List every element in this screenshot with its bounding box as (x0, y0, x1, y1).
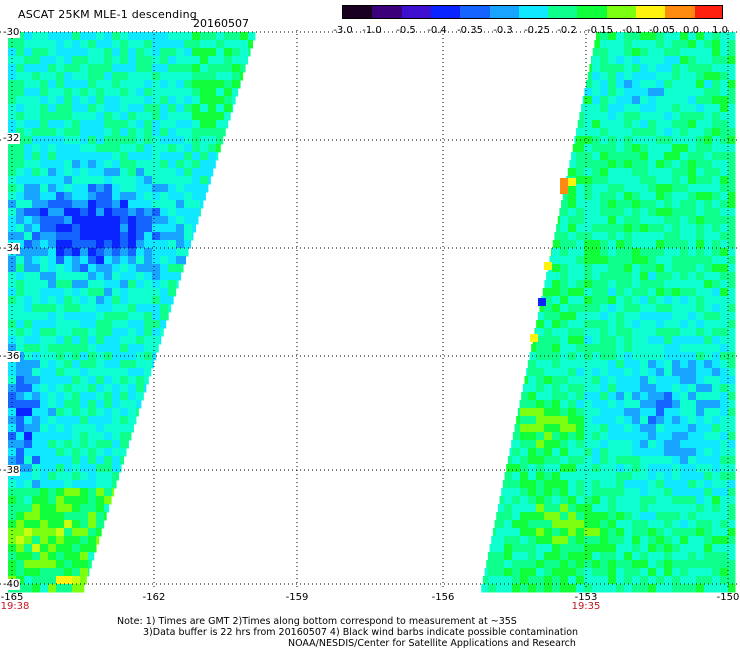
colorbar-segment (577, 6, 608, 18)
lon-label-159: -159 (285, 592, 309, 603)
lon-label-156: -156 (431, 592, 455, 603)
colorbar-label: -0.15 (587, 25, 613, 36)
colorbar-label: 0.0 (683, 25, 699, 36)
lat-label-36: -36 (2, 351, 21, 362)
lon-label-162: -162 (142, 592, 166, 603)
colorbar-label: -0.25 (524, 25, 550, 36)
lat-label-38: -38 (2, 465, 21, 476)
time-left: 19:38 (0, 601, 30, 612)
lon-label-150: -150 (716, 592, 740, 603)
colorbar-label: -0.3 (493, 25, 513, 36)
colorbar-segment (372, 6, 403, 18)
colorbar-segment (460, 6, 491, 18)
lon-label-165: -165 (0, 592, 24, 603)
lon-label-153: -153 (574, 592, 598, 603)
lat-label-40: -40 (2, 579, 21, 590)
colorbar-label: -0.05 (649, 25, 675, 36)
colorbar-label: 1.0 (712, 25, 728, 36)
note-line-3: NOAA/NESDIS/Center for Satellite Applica… (288, 638, 576, 649)
colorbar-segment (489, 6, 520, 18)
lat-label-30: -30 (2, 27, 21, 38)
lat-lon-grid (0, 30, 740, 590)
colorbar-segment (343, 6, 373, 18)
colorbar (342, 5, 723, 19)
colorbar-segment (401, 6, 432, 18)
colorbar-label: -0.2 (557, 25, 577, 36)
colorbar-label: -0.4 (427, 25, 447, 36)
colorbar-label: -3.0 (333, 25, 353, 36)
lat-label-32: -32 (2, 133, 21, 144)
colorbar-label: -1.0 (362, 25, 382, 36)
lat-label-34: -34 (2, 243, 21, 254)
swath-right (481, 32, 736, 593)
colorbar-label: -0.35 (457, 25, 483, 36)
colorbar-label: -0.5 (396, 25, 416, 36)
colorbar-segment (636, 6, 666, 18)
map-date: 20160507 (193, 17, 249, 30)
colorbar-segment (518, 6, 549, 18)
time-right: 19:35 (571, 601, 601, 612)
colorbar-segment (606, 6, 637, 18)
note-line-1: Note: 1) Times are GMT 2)Times along bot… (117, 616, 517, 627)
colorbar-segment (430, 6, 461, 18)
colorbar-segment (548, 6, 578, 18)
note-line-2: 3)Data buffer is 22 hrs from 20160507 4)… (143, 627, 579, 638)
colorbar-segment (665, 6, 696, 18)
colorbar-label: -0.1 (622, 25, 642, 36)
swath-left (8, 32, 256, 593)
colorbar-segment (694, 6, 722, 18)
map-title: ASCAT 25KM MLE-1 descending (18, 8, 197, 21)
